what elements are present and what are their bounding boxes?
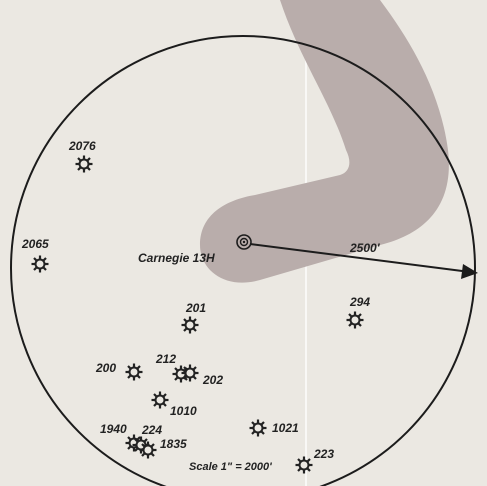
well-label-2076: 2076 (68, 139, 96, 153)
oil-well-icon (125, 363, 143, 381)
well-label-223: 223 (313, 447, 334, 461)
center-well-label: Carnegie 13H (138, 251, 215, 265)
well-label-1940: 1940 (100, 422, 127, 436)
oil-well-icon (151, 391, 169, 409)
well-label-200: 200 (95, 361, 116, 375)
well-label-1835: 1835 (160, 437, 187, 451)
well-label-224: 224 (141, 423, 162, 437)
oil-well-icon (31, 255, 49, 273)
well-label-294: 294 (349, 295, 370, 309)
scale-label: Scale 1" = 2000' (189, 461, 272, 473)
radius-arrow (249, 243, 478, 279)
radius-label: 2500' (349, 241, 381, 255)
oil-well-icon (75, 155, 93, 173)
well-label-1021: 1021 (272, 421, 299, 435)
well-label-2065: 2065 (21, 237, 49, 251)
well-label-202: 202 (202, 373, 223, 387)
oil-well-icon (181, 364, 199, 382)
well-label-212: 212 (155, 352, 176, 366)
bullseye-icon (236, 234, 252, 250)
wells-layer (31, 155, 364, 474)
oil-well-icon (181, 316, 199, 334)
oil-well-icon (139, 441, 157, 459)
lateral-path-band (200, 0, 449, 283)
well-label-201: 201 (185, 301, 206, 315)
oil-well-icon (249, 419, 267, 437)
well-label-1010: 1010 (170, 404, 197, 418)
oil-well-icon (295, 456, 313, 474)
oil-well-icon (346, 311, 364, 329)
radius-circle (10, 35, 476, 486)
